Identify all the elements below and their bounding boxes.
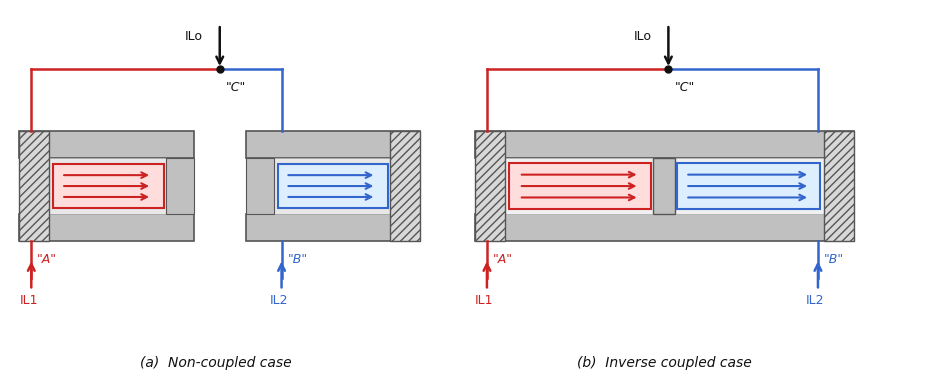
Bar (49, 158, 194, 214)
Bar (654, 158, 675, 214)
Bar (20, 214, 194, 240)
Bar (20, 132, 194, 158)
Text: (a)  Non-coupled case: (a) Non-coupled case (140, 356, 291, 370)
Bar (505, 158, 824, 214)
Bar (166, 158, 194, 214)
Bar (390, 132, 420, 240)
Text: IL2: IL2 (270, 294, 288, 307)
Text: "A": "A" (37, 254, 58, 266)
Bar (824, 132, 854, 240)
Text: IL1: IL1 (20, 294, 38, 307)
Bar (53, 164, 164, 208)
Text: ILo: ILo (633, 30, 652, 43)
Text: IL2: IL2 (806, 294, 825, 307)
Bar (277, 164, 388, 208)
Bar (246, 158, 274, 214)
Bar (475, 132, 505, 240)
Text: "C": "C" (674, 81, 695, 94)
Bar (509, 163, 652, 209)
Text: "B": "B" (824, 254, 844, 266)
Text: (b)  Inverse coupled case: (b) Inverse coupled case (577, 356, 751, 370)
Bar (475, 214, 854, 240)
Bar (20, 132, 49, 240)
Text: ILo: ILo (185, 30, 203, 43)
Text: "C": "C" (225, 81, 246, 94)
Bar (246, 214, 420, 240)
Bar (246, 132, 420, 158)
Bar (678, 163, 820, 209)
Text: IL1: IL1 (475, 294, 493, 307)
Text: "A": "A" (492, 254, 513, 266)
Text: "B": "B" (288, 254, 307, 266)
Bar (475, 132, 854, 158)
Bar (246, 158, 390, 214)
